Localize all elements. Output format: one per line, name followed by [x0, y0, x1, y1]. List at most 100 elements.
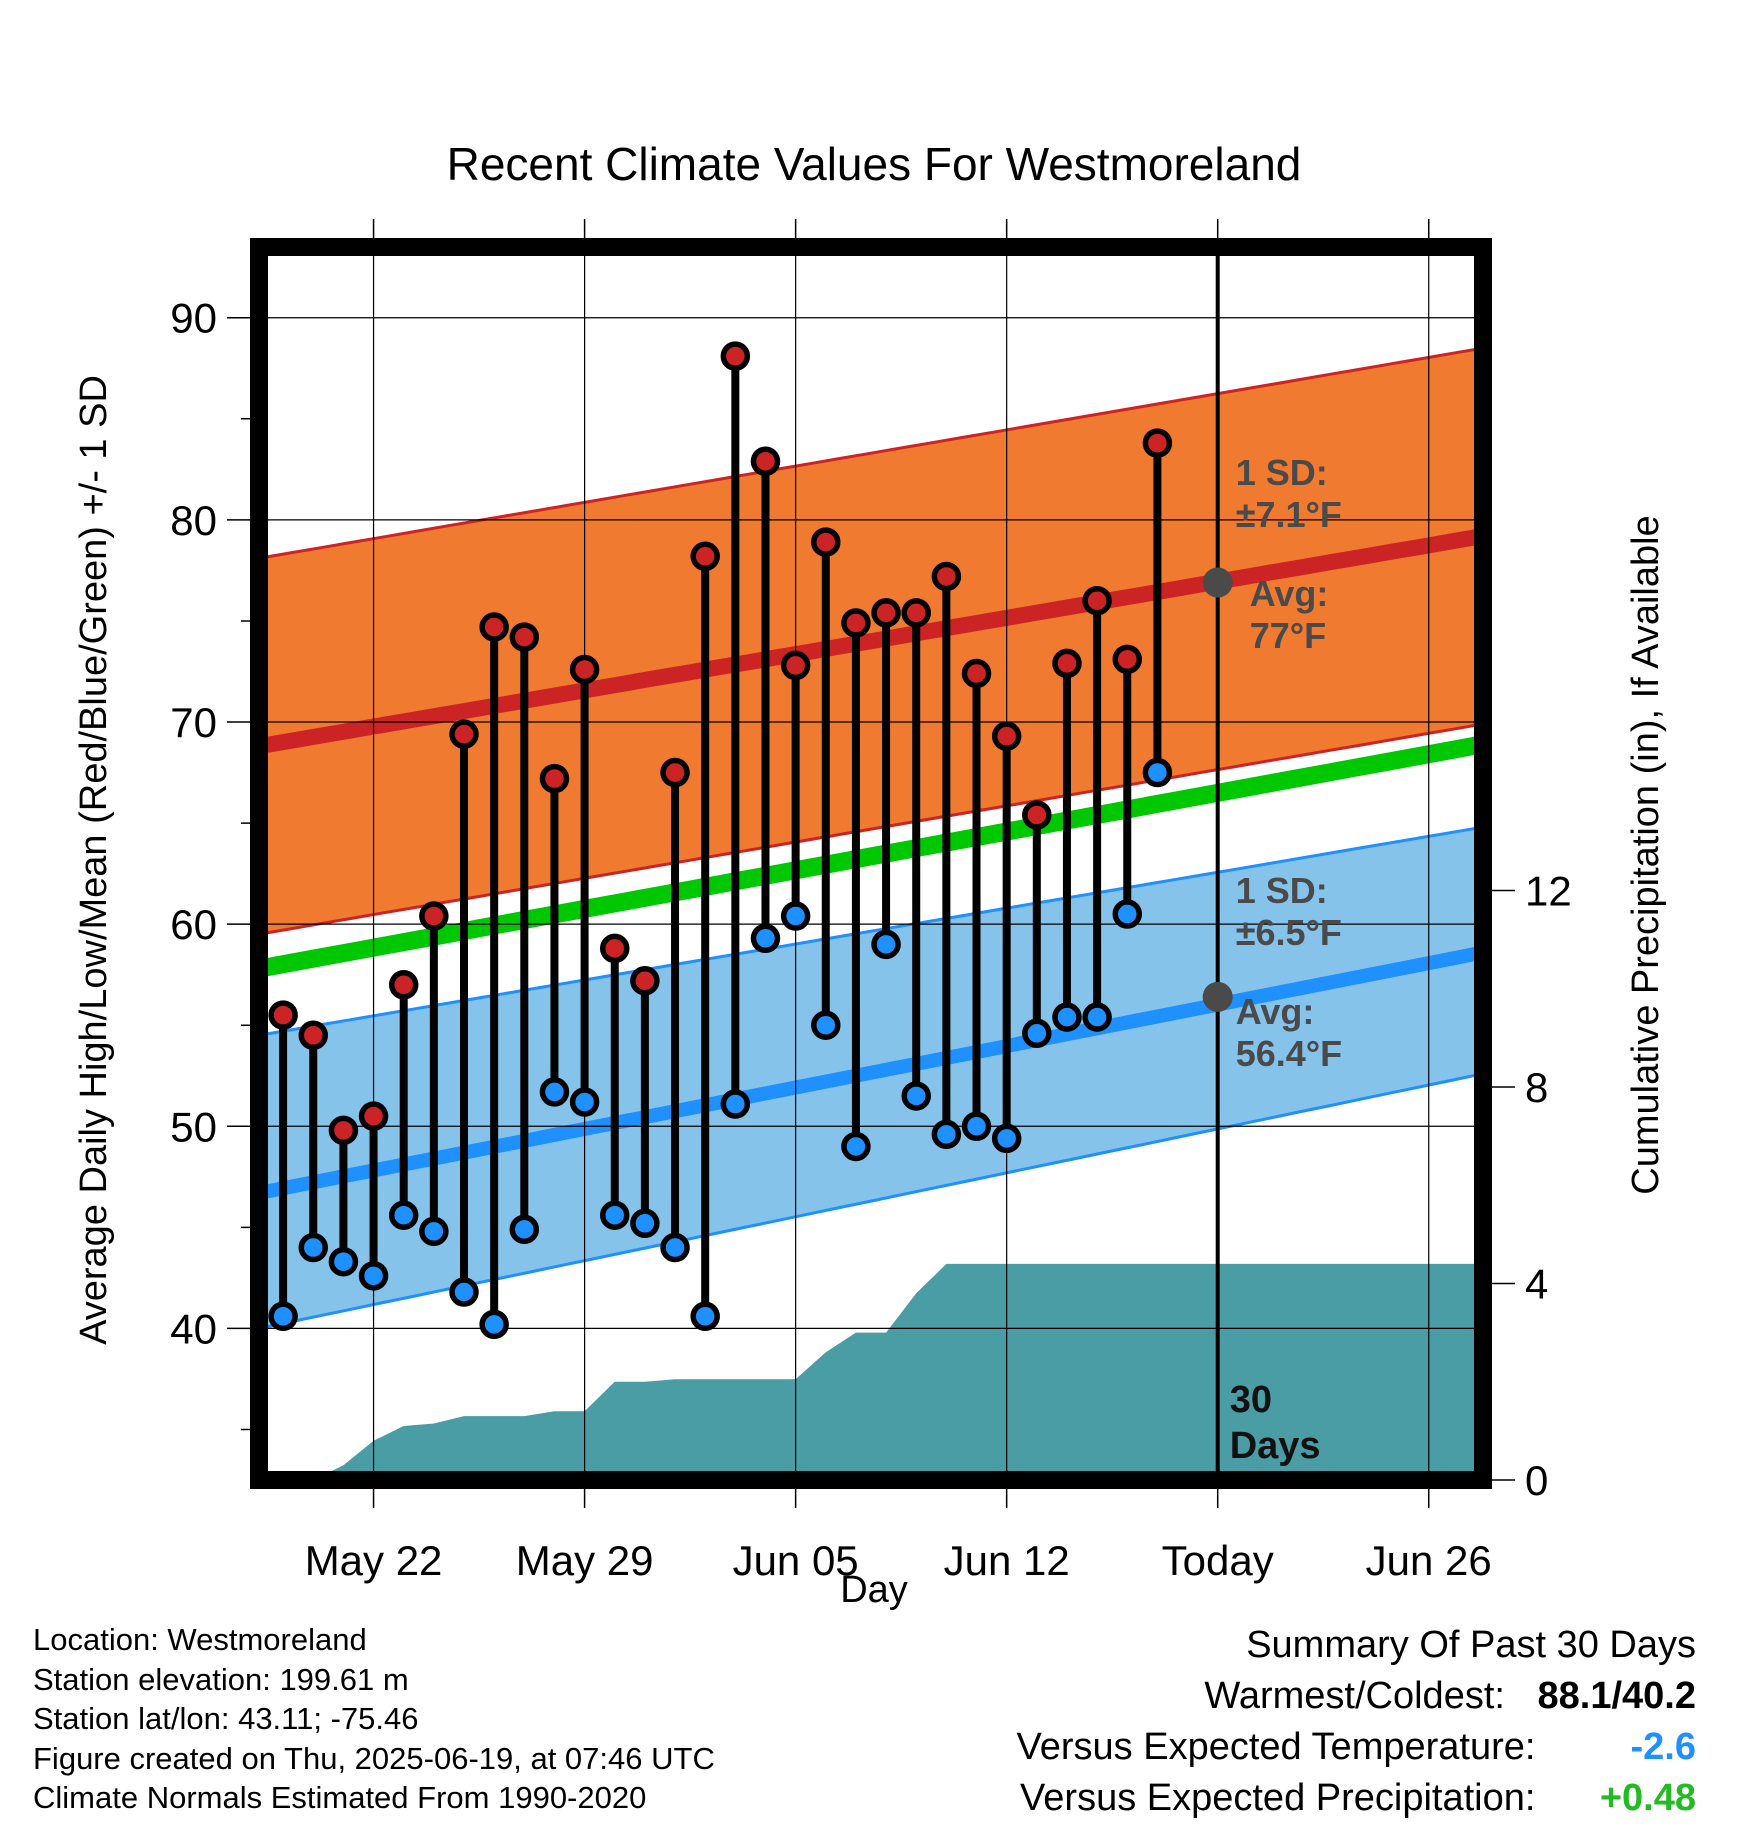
daily-high-point	[358, 1101, 389, 1131]
y-tick-label-left: 40	[170, 1305, 217, 1352]
daily-low-point	[388, 1200, 419, 1230]
daily-low-point	[509, 1214, 540, 1245]
y-tick-label-right: 0	[1525, 1457, 1548, 1504]
daily-low-point	[630, 1208, 660, 1239]
location-text: Location: Westmoreland	[33, 1622, 367, 1657]
daily-low-point	[750, 923, 781, 954]
chart-title: Recent Climate Values For Westmoreland	[447, 138, 1302, 190]
precip-cumulative-area	[313, 1263, 1483, 1480]
high-sd-label: 1 SD:	[1236, 452, 1328, 493]
daily-low-point	[358, 1261, 389, 1291]
temp-label: Versus Expected Temperature:	[1016, 1726, 1536, 1768]
daily-low-point	[931, 1119, 962, 1150]
daily-low-point	[298, 1232, 329, 1263]
y-tick-label-right: 8	[1525, 1064, 1548, 1111]
daily-low-point	[449, 1277, 479, 1307]
daily-high-point	[811, 527, 841, 557]
summary-panel: Summary Of Past 30 Days Warmest/Coldest:…	[1017, 1620, 1696, 1824]
daily-low-point	[419, 1216, 449, 1247]
daily-low-point	[1022, 1018, 1052, 1049]
daily-high-point	[901, 598, 931, 628]
daily-high-point	[599, 933, 630, 964]
high-avg-label: Avg:	[1250, 573, 1329, 614]
daily-low-point	[1052, 1002, 1082, 1032]
daily-high-point	[419, 901, 449, 931]
elevation-text: Station elevation: 199.61 m	[33, 1661, 409, 1697]
period-label: Days	[1230, 1425, 1321, 1467]
daily-high-point	[298, 1020, 329, 1051]
daily-high-point	[871, 598, 901, 628]
low-avg-value: 56.4°F	[1236, 1033, 1342, 1074]
x-tick-label: Jun 12	[944, 1537, 1070, 1584]
daily-low-point	[328, 1246, 359, 1277]
low-sd-value: ±6.5°F	[1236, 912, 1342, 953]
daily-high-point	[1022, 800, 1052, 830]
daily-high-point	[750, 446, 781, 477]
daily-high-point	[660, 757, 690, 788]
daily-low-point	[1082, 1002, 1112, 1032]
precip-value: +0.48	[1599, 1777, 1696, 1819]
plot-frame	[250, 238, 1492, 1489]
daily-low-point	[690, 1301, 720, 1332]
summary-precip: Versus Expected Precipitation: +0.48	[1017, 1773, 1696, 1824]
daily-high-point	[991, 721, 1022, 751]
y-axis-label-right: Cumulative Precipitation (in), If Availa…	[1625, 515, 1667, 1194]
daily-low-point	[268, 1301, 298, 1332]
summary-warm-cold: Warmest/Coldest: 88.1/40.2	[1017, 1671, 1696, 1722]
y-tick-label-left: 50	[170, 1103, 217, 1150]
x-axis-label: Day	[840, 1569, 908, 1610]
daily-low-point	[811, 1010, 841, 1040]
y-tick-label-right: 12	[1525, 868, 1572, 915]
daily-low-point	[871, 929, 901, 960]
low-sd-label: 1 SD:	[1236, 870, 1328, 911]
normals-text: Climate Normals Estimated From 1990-2020	[33, 1780, 647, 1815]
y-axis-label-left: Average Daily High/Low/Mean (Red/Blue/Gr…	[73, 375, 115, 1345]
daily-high-point	[1052, 648, 1082, 679]
x-tick-label: May 29	[516, 1537, 654, 1584]
daily-high-point	[509, 622, 540, 652]
daily-low-point	[660, 1232, 690, 1263]
y-tick-label-left: 70	[170, 699, 217, 746]
x-tick-label: Today	[1162, 1537, 1274, 1584]
summary-temp: Versus Expected Temperature: -2.6	[1017, 1722, 1696, 1773]
daily-high-point	[479, 612, 509, 642]
daily-high-point	[1082, 585, 1112, 616]
daily-low-point	[1112, 899, 1143, 929]
created-text: Figure created on Thu, 2025-06-19, at 07…	[33, 1740, 715, 1776]
daily-low-point	[479, 1309, 509, 1340]
daily-low-point	[780, 901, 811, 931]
y-tick-label-left: 60	[170, 901, 217, 948]
daily-high-point	[1142, 428, 1173, 458]
y-tick-label-left: 80	[170, 497, 217, 544]
daily-high-point	[388, 970, 419, 1000]
daily-low-point	[569, 1087, 600, 1117]
daily-high-point	[1112, 644, 1143, 675]
today-high-avg-dot	[1202, 567, 1233, 598]
daily-high-point	[268, 1000, 298, 1030]
daily-high-point	[690, 541, 720, 572]
daily-low-point	[539, 1077, 570, 1107]
x-tick-label: Jun 26	[1366, 1537, 1492, 1584]
x-tick-label: Jun 05	[733, 1537, 859, 1584]
daily-high-point	[328, 1115, 359, 1146]
warm-cold-label: Warmest/Coldest:	[1204, 1675, 1505, 1717]
daily-low-point	[991, 1123, 1022, 1154]
period-label: 30	[1230, 1379, 1272, 1421]
daily-high-point	[630, 965, 660, 996]
temp-value: -2.6	[1630, 1726, 1696, 1768]
daily-high-point	[569, 654, 600, 685]
daily-high-point	[539, 763, 570, 794]
high-avg-value: 77°F	[1250, 615, 1326, 656]
high-avg-line	[259, 528, 1483, 755]
precip-label: Versus Expected Precipitation:	[1020, 1777, 1536, 1819]
daily-high-point	[720, 341, 751, 371]
y-tick-label-right: 4	[1525, 1261, 1548, 1308]
daily-low-point	[1142, 757, 1173, 788]
daily-low-point	[599, 1200, 630, 1230]
daily-high-point	[841, 608, 871, 638]
daily-high-point	[931, 561, 962, 592]
today-low-avg-dot	[1202, 981, 1233, 1012]
latlon-text: Station lat/lon: 43.11; -75.46	[33, 1701, 419, 1736]
